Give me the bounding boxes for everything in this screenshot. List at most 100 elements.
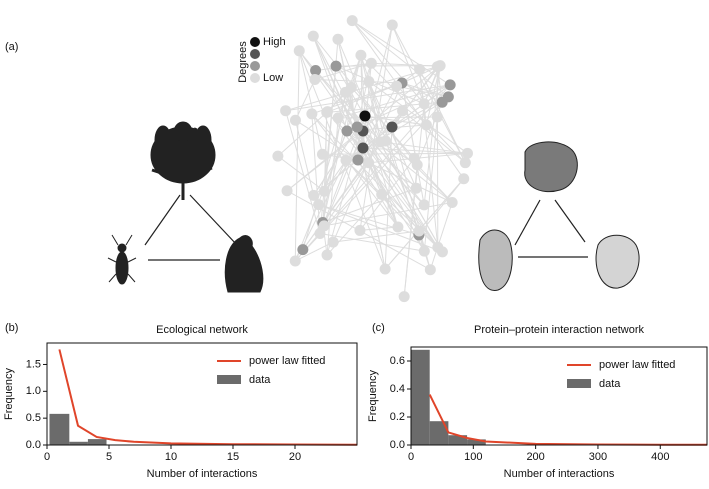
y-tick-label: 0.0 [390,439,405,451]
network-node [354,225,365,236]
network-node [282,185,293,196]
network-node [297,244,308,255]
protein-illustration [479,142,639,290]
network-node [306,108,317,119]
network-node [458,173,469,184]
legend-label: High [263,36,286,48]
network [272,15,473,302]
network-node [460,157,471,168]
network-node [331,61,342,72]
network-node [332,34,343,45]
network-node [445,79,456,90]
x-tick-label: 300 [589,451,607,463]
network-node [425,264,436,275]
network-node [280,105,291,116]
network-node [358,143,369,154]
network-node [397,105,408,116]
network-node [347,15,358,26]
network-node [317,149,328,160]
legend-label: power law fitted [249,355,325,367]
network-node [290,115,301,126]
chart-title: Protein–protein interaction network [474,324,644,336]
network-node [308,190,319,201]
network-node [360,111,371,122]
x-axis-label: Number of interactions [147,468,258,480]
network-node [437,246,448,257]
network-node [319,186,330,197]
x-tick-label: 5 [106,451,112,463]
network-node [432,61,443,72]
y-tick-label: 0.0 [26,439,41,451]
network-node [352,122,363,133]
legend-swatch [217,375,241,384]
network-node [308,31,319,42]
network-node [375,137,386,148]
y-tick-label: 0.5 [26,412,41,424]
legend-title: Degrees [237,41,249,83]
network-node [391,81,402,92]
network-node [411,183,422,194]
y-axis-label: Frequency [3,368,15,420]
network-node [387,19,398,30]
network-node [328,237,339,248]
y-tick-label: 0.4 [390,383,405,395]
network-node [294,45,305,56]
x-tick-label: 20 [289,451,301,463]
network-node [363,157,374,168]
x-tick-label: 0 [408,451,414,463]
network-node [419,199,430,210]
charts: (b) Ecological network Number of interacti… [3,322,707,480]
x-tick-label: 200 [526,451,544,463]
network-edge [392,25,465,163]
x-tick-label: 15 [227,451,239,463]
network-node [309,74,320,85]
network-node [380,263,391,274]
y-tick-label: 0.2 [390,411,405,423]
network-node [322,249,333,260]
network-edge [286,111,320,234]
network-node [355,50,366,61]
network-node [462,148,473,159]
network-node [419,246,430,257]
x-axis-label: Number of interactions [504,468,615,480]
ecology-illustration [108,122,263,292]
chart-title: Ecological network [156,324,248,336]
legend-swatch [567,379,591,388]
network-node [353,155,364,166]
network-node [432,111,443,122]
y-tick-label: 0.6 [390,355,405,367]
network-node [272,151,283,162]
network-node [314,228,325,239]
x-tick-label: 100 [464,451,482,463]
legend-dot [250,49,260,59]
histogram-bar [49,414,69,445]
panel-label: (b) [5,322,18,334]
network-node [313,199,324,210]
network-node [366,58,377,69]
x-tick-label: 10 [165,451,177,463]
legend-dot [250,37,260,47]
network-node [340,87,351,98]
network-node [399,291,410,302]
panel-label: (c) [372,322,385,334]
network-node [290,255,301,266]
legend-label: data [249,374,271,386]
network-edge [315,79,402,83]
network-node [421,119,432,130]
legend-dot [250,73,260,83]
panel-label: (a) [5,41,18,53]
legend-label: data [599,378,621,390]
histogram-bar [88,439,107,445]
network-node [341,155,352,166]
network-node [333,112,344,123]
y-axis-label: Frequency [367,370,379,422]
network-edge [333,231,419,242]
network-node [414,226,425,237]
y-tick-label: 1.5 [26,358,41,370]
legend-label: Low [263,72,283,84]
network-node [376,189,387,200]
fit-line [430,395,707,445]
legend-label: power law fitted [599,359,675,371]
